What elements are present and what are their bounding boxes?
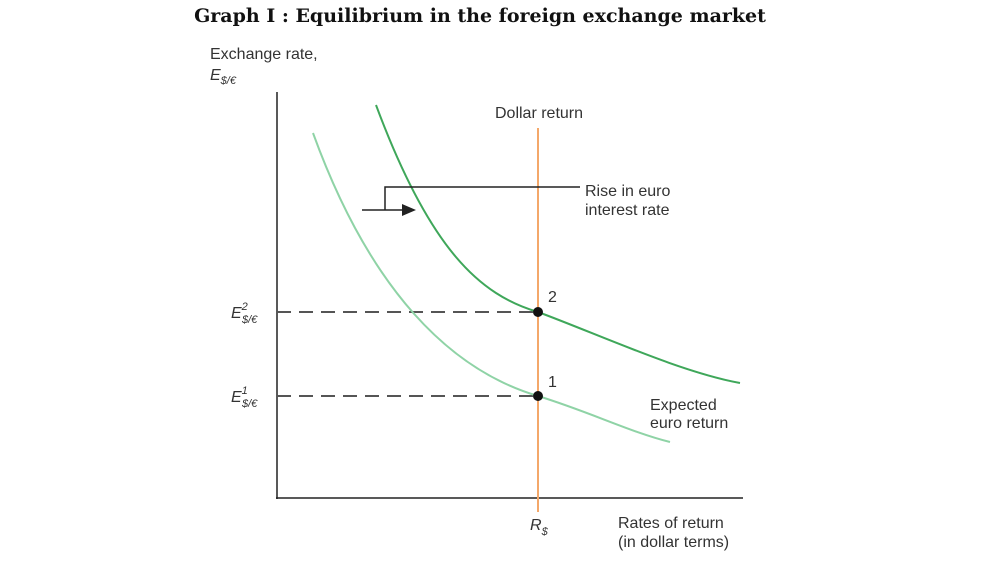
subscript: $/€ <box>241 314 258 326</box>
curve-label: Dollar return <box>495 105 583 122</box>
shift-label: interest rate <box>585 202 670 219</box>
subscript: $ <box>541 526 549 538</box>
shifted-euro-return-curve <box>375 104 741 384</box>
equilibrium-point <box>533 307 543 317</box>
shift-bracket <box>384 186 580 210</box>
point-label: 1 <box>548 374 557 391</box>
y-axis-label: Exchange rate, <box>210 46 318 63</box>
symbol: R <box>530 517 542 534</box>
superscript: 1 <box>242 385 248 397</box>
title: Graph I : Equilibrium in the foreign exc… <box>194 5 766 27</box>
symbol: E <box>231 305 242 322</box>
symbol: E <box>231 389 242 406</box>
euro-return-curve <box>312 132 671 443</box>
x-tick-label: R$ <box>530 517 549 538</box>
superscript: 2 <box>241 301 248 313</box>
curve-label: euro return <box>650 415 728 432</box>
point-label: 2 <box>548 289 557 306</box>
x-axis-label: (in dollar terms) <box>618 534 729 551</box>
curve-label: Expected <box>650 397 717 414</box>
equilibrium-point <box>533 391 543 401</box>
x-axis-label: Rates of return <box>618 515 724 532</box>
symbol: E <box>210 67 221 84</box>
y-axis-symbol: E$/€ <box>210 67 237 87</box>
shift-label: Rise in euro <box>585 183 670 200</box>
subscript: $/€ <box>220 75 237 87</box>
y-tick-label: E1 $/€ <box>231 385 258 410</box>
y-tick-label: E2 $/€ <box>231 301 258 326</box>
subscript: $/€ <box>241 398 258 410</box>
arrow-head <box>402 204 416 216</box>
